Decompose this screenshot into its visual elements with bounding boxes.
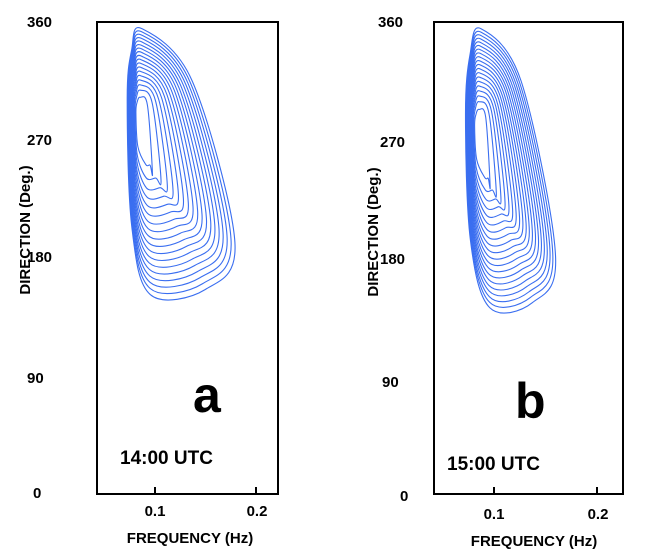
- panel-a-letter: a: [193, 367, 222, 423]
- panel-b-contour-level-1: [474, 108, 491, 190]
- panel-a-x-tick-0.2: 0.2: [247, 503, 268, 520]
- panel-a-contour-level-14: [128, 40, 220, 275]
- panel-a-contour-level-15: [127, 36, 224, 282]
- panel-a-contour-level-6: [132, 70, 184, 217]
- panel-a-contour-level-13: [128, 43, 216, 268]
- panel-b-letter: b: [515, 373, 546, 429]
- panel-a-y-tick-360: 360: [27, 14, 52, 31]
- panel-a-time-label: 14:00 UTC: [120, 448, 213, 469]
- panel-b-y-tick-0: 0: [400, 488, 408, 505]
- panel-a-frame: [96, 21, 279, 495]
- panel-b-x-tick-0.1: 0.1: [484, 506, 505, 523]
- panel-a-x-axis-label: FREQUENCY (Hz): [127, 530, 253, 547]
- panel-a-contour-level-18: [126, 27, 236, 301]
- panel-a-y-tick-0: 0: [33, 485, 41, 502]
- panel-a-contour-level-7: [131, 66, 189, 225]
- panel-b-contour-level-3: [472, 95, 502, 205]
- panel-b-x-tick-0.2: 0.2: [588, 506, 609, 523]
- panel-b-contour-level-5: [471, 85, 510, 218]
- panel-b-contour-level-4: [471, 90, 506, 211]
- panel-b-contour-level-7: [470, 76, 517, 233]
- panel-a-y-tick-90: 90: [27, 370, 44, 387]
- panel-b-contours: [464, 27, 557, 314]
- panel-b: 360 270 180 90 0 0.1 0.2 FREQUENCY (Hz) …: [365, 14, 624, 550]
- panel-a-contour-level-12: [129, 47, 212, 262]
- panel-b-contour-level-6: [470, 80, 514, 226]
- panel-a-contour-level-1: [135, 96, 154, 177]
- panel-a: 360 270 180 90 0 0.1 0.2 FREQUENCY (Hz) …: [17, 14, 279, 547]
- panel-a-y-axis-label: DIRECTION (Deg.): [17, 165, 34, 294]
- panel-b-y-axis-label: DIRECTION (Deg.): [365, 167, 382, 296]
- panel-b-frame: [433, 21, 624, 495]
- panel-a-y-tick-180: 180: [27, 249, 52, 266]
- panel-b-y-tick-360: 360: [378, 14, 403, 31]
- panel-b-y-tick-180: 180: [380, 251, 405, 268]
- panel-a-contour-level-5: [132, 74, 179, 209]
- panel-b-y-tick-90: 90: [382, 374, 399, 391]
- panel-a-y-tick-270: 270: [27, 132, 52, 149]
- panel-b-y-tick-270: 270: [380, 134, 405, 151]
- panel-b-contour-level-20: [464, 27, 557, 314]
- panel-b-time-label: 15:00 UTC: [447, 454, 540, 475]
- panel-a-contour-level-8: [131, 62, 194, 233]
- panel-a-contour-level-2: [134, 89, 162, 186]
- panel-b-contour-level-2: [473, 101, 497, 198]
- panel-a-x-tick-0.1: 0.1: [145, 503, 166, 520]
- panel-a-contour-level-4: [133, 79, 174, 200]
- panel-a-contours: [126, 27, 236, 301]
- panel-b-x-axis-label: FREQUENCY (Hz): [471, 533, 597, 550]
- panel-a-contour-level-3: [133, 84, 168, 193]
